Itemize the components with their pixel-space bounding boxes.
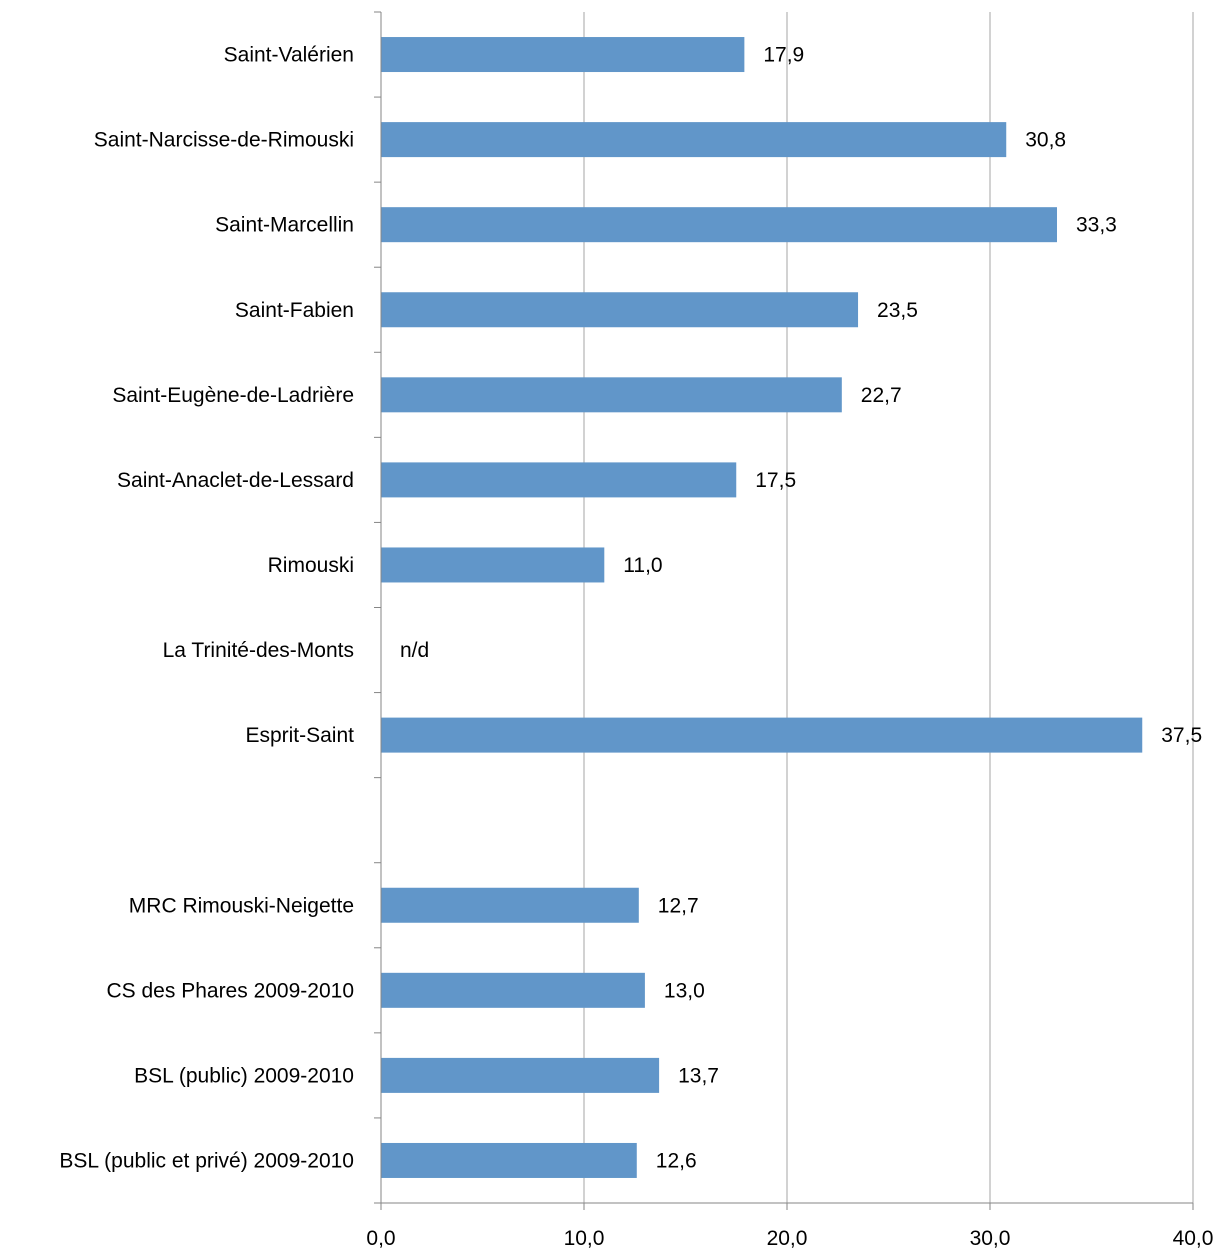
category-label: Rimouski (268, 554, 354, 577)
category-label: La Trinité-des-Monts (163, 639, 354, 662)
x-tick-label: 40,0 (1173, 1227, 1214, 1250)
category-label: Saint-Marcellin (215, 214, 354, 237)
data-label: 30,8 (1025, 129, 1066, 152)
category-label: Saint-Fabien (235, 299, 354, 322)
data-label: 33,3 (1076, 214, 1117, 237)
bar (381, 122, 1007, 158)
axes (374, 11, 1194, 1210)
data-label: 12,7 (658, 894, 699, 917)
bar (381, 887, 639, 923)
data-label: 13,0 (664, 979, 705, 1002)
data-label: n/d (400, 639, 429, 662)
gridlines (583, 12, 1194, 1203)
data-label: 23,5 (877, 299, 918, 322)
bar (381, 1142, 637, 1178)
bar (381, 377, 842, 413)
data-label: 37,5 (1161, 724, 1202, 747)
category-label: MRC Rimouski-Neigette (129, 894, 354, 917)
category-label: BSL (public) 2009-2010 (134, 1064, 354, 1087)
bar (381, 37, 745, 73)
data-label: 12,6 (656, 1149, 697, 1172)
bar (381, 972, 645, 1008)
bar (381, 207, 1057, 243)
data-label: 17,5 (755, 469, 796, 492)
bar (381, 462, 737, 498)
data-label: 11,0 (623, 554, 662, 577)
category-label: Saint-Valérien (224, 44, 354, 67)
bar (381, 717, 1143, 753)
bar (381, 547, 605, 583)
category-label: Saint-Anaclet-de-Lessard (117, 469, 354, 492)
x-tick-label: 10,0 (564, 1227, 605, 1250)
category-label: Saint-Narcisse-de-Rimouski (94, 129, 354, 152)
x-tick-label: 20,0 (767, 1227, 808, 1250)
bar (381, 1057, 660, 1093)
category-label: Saint-Eugène-de-Ladrière (112, 384, 354, 407)
data-label: 22,7 (861, 384, 902, 407)
x-tick-label: 0,0 (366, 1227, 395, 1250)
category-label: CS des Phares 2009-2010 (107, 979, 355, 1002)
data-label: 17,9 (763, 44, 804, 67)
data-label: 13,7 (678, 1064, 719, 1087)
bars (381, 37, 1143, 1178)
x-tick-labels: 0,0 10,0 20,0 30,0 40,0 (366, 1227, 1213, 1250)
data-labels: 17,9 30,8 33,3 23,5 22,7 17,5 11,0 n/d 37,5 12,7 1… (400, 44, 1202, 1173)
category-label: Esprit-Saint (245, 724, 354, 747)
category-labels: Saint-Valérien Saint-Narcisse-de-Rimouski… (59, 44, 354, 1173)
bar (381, 292, 859, 328)
category-label: BSL (public et privé) 2009-2010 (59, 1149, 354, 1172)
x-tick-label: 30,0 (970, 1227, 1011, 1250)
